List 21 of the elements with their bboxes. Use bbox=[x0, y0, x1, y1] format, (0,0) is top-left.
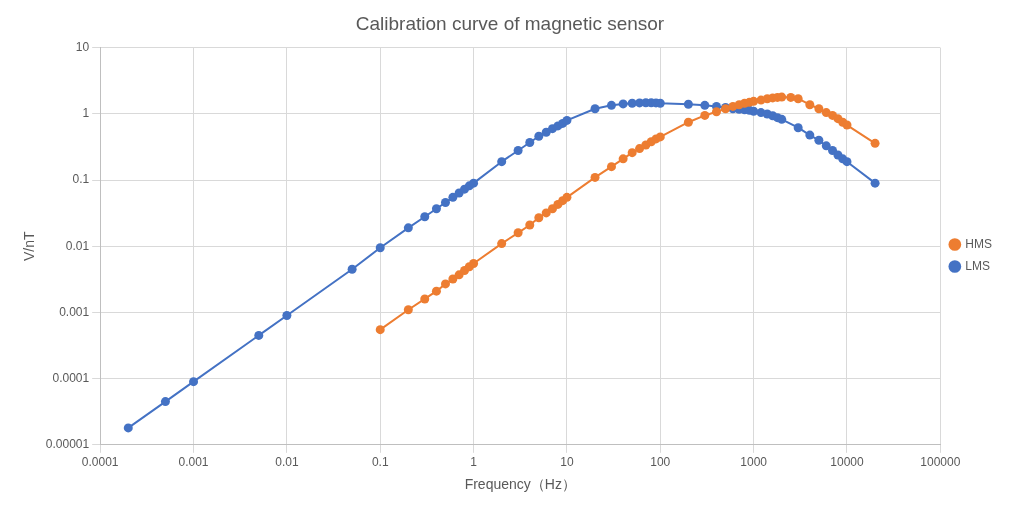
y-tick-label: 0.00001 bbox=[45, 437, 90, 452]
y-tick-label: 0.001 bbox=[59, 304, 90, 319]
y-tick-label: 1 bbox=[82, 106, 90, 121]
x-tick-label: 100000 bbox=[920, 455, 961, 470]
y-tick-label: 10 bbox=[75, 40, 90, 55]
chart-title: Calibration curve of magnetic sensor bbox=[355, 12, 665, 34]
x-axis-title: Frequency（Hz） bbox=[464, 476, 576, 493]
x-tick-label: 0.1 bbox=[371, 455, 389, 470]
x-tick-label: 10000 bbox=[830, 455, 864, 470]
legend-label: HMS bbox=[965, 236, 993, 251]
x-tick-label: 1000 bbox=[740, 455, 768, 470]
y-axis-title: V/nT bbox=[21, 231, 38, 262]
x-tick-label: 0.001 bbox=[178, 455, 209, 470]
y-tick-label: 0.0001 bbox=[52, 370, 90, 385]
x-tick-label: 1 bbox=[470, 455, 478, 470]
x-tick-label: 0.01 bbox=[275, 455, 299, 470]
x-tick-label: 10 bbox=[560, 455, 574, 470]
y-tick-label: 0.01 bbox=[65, 238, 90, 253]
y-tick-label: 0.1 bbox=[72, 172, 90, 187]
legend-label: LMS bbox=[965, 258, 991, 273]
x-tick-label: 100 bbox=[650, 455, 671, 470]
